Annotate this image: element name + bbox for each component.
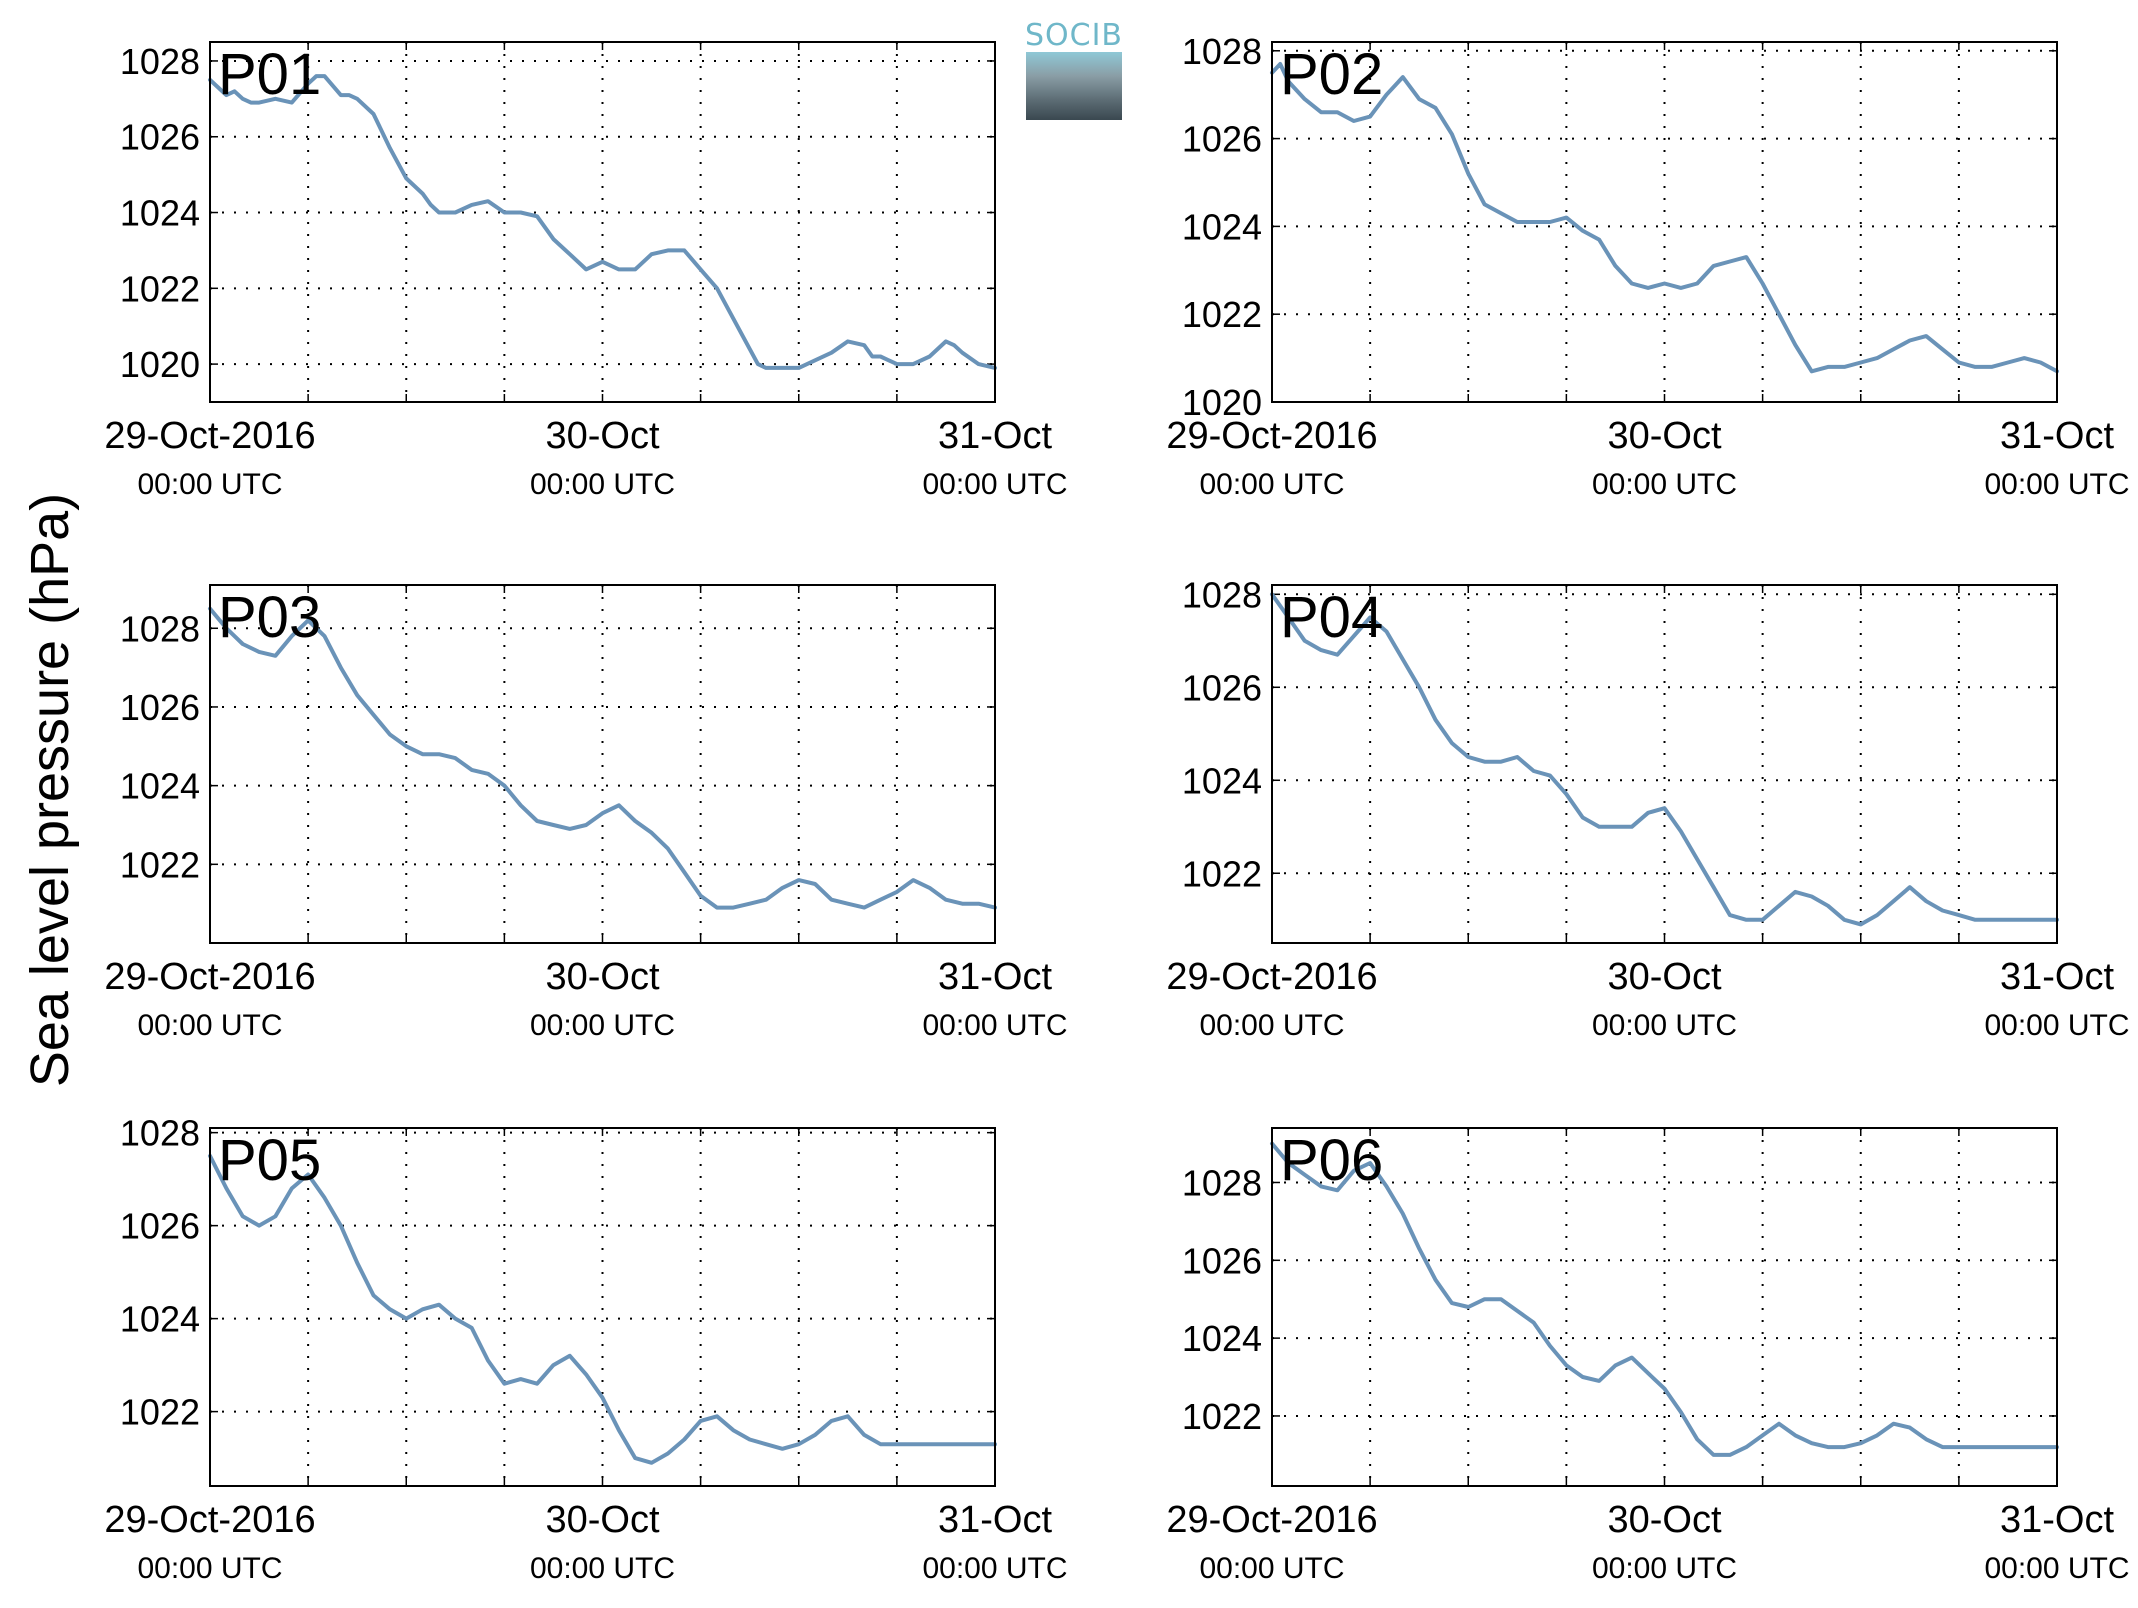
x-tick-label: 31-Oct: [938, 956, 1052, 998]
x-tick-label: 30-Oct: [1607, 415, 1721, 457]
x-tick-label: 29-Oct-2016: [104, 956, 315, 998]
y-tick-label: 1028: [120, 41, 200, 82]
plot-frame: [209, 584, 996, 944]
x-tick-sublabel: 00:00 UTC: [922, 1552, 1067, 1585]
y-tick-label: 1026: [120, 117, 200, 158]
y-tick-label: 1026: [120, 1206, 200, 1247]
x-tick-label: 29-Oct-2016: [1166, 415, 1377, 457]
y-tick-label: 1028: [1182, 574, 1262, 615]
y-tick-label: 1026: [1182, 1240, 1262, 1281]
x-tick-label: 30-Oct: [545, 1499, 659, 1541]
y-tick-label: 1022: [1182, 294, 1262, 335]
socib-logo: SOCIB: [1022, 18, 1126, 122]
logo-text: SOCIB: [1024, 18, 1124, 53]
plot-frame: [1271, 1127, 2058, 1487]
x-tick-sublabel: 00:00 UTC: [1592, 1552, 1737, 1585]
y-tick-label: 1028: [120, 1113, 200, 1154]
series-line: [1270, 62, 2059, 374]
panel-label: P03: [218, 585, 321, 650]
x-tick-sublabel: 00:00 UTC: [1199, 1009, 1344, 1042]
logo-graphic: [1026, 52, 1122, 120]
x-tick-sublabel: 00:00 UTC: [1199, 468, 1344, 501]
x-tick-sublabel: 00:00 UTC: [1592, 468, 1737, 501]
y-tick-label: 1024: [120, 766, 200, 807]
y-tick-label: 1024: [120, 1299, 200, 1340]
panel-label: P06: [1280, 1128, 1383, 1193]
x-tick-label: 29-Oct-2016: [1166, 956, 1377, 998]
y-tick-label: 1028: [1182, 1162, 1262, 1203]
y-tick-label: 1022: [1182, 1396, 1262, 1437]
y-tick-label: 1026: [120, 687, 200, 728]
plot-frame: [209, 41, 996, 403]
x-tick-sublabel: 00:00 UTC: [530, 1552, 675, 1585]
x-tick-label: 31-Oct: [2000, 1499, 2114, 1541]
series-line: [208, 74, 997, 370]
y-tick-label: 1022: [120, 844, 200, 885]
x-tick-label: 30-Oct: [1607, 956, 1721, 998]
panel-label: P02: [1280, 42, 1383, 107]
y-tick-label: 1024: [1182, 1318, 1262, 1359]
y-tick-label: 1022: [120, 268, 200, 309]
x-tick-label: 29-Oct-2016: [104, 415, 315, 457]
y-tick-label: 1026: [1182, 667, 1262, 708]
y-tick-label: 1022: [1182, 853, 1262, 894]
x-tick-label: 30-Oct: [1607, 1499, 1721, 1541]
y-tick-label: 1024: [1182, 206, 1262, 247]
plot-frame: [1271, 584, 2058, 944]
x-tick-sublabel: 00:00 UTC: [922, 468, 1067, 501]
x-tick-sublabel: 00:00 UTC: [137, 1552, 282, 1585]
x-tick-sublabel: 00:00 UTC: [922, 1009, 1067, 1042]
y-tick-label: 1026: [1182, 119, 1262, 160]
plot-frame: [209, 1127, 996, 1487]
panel-label: P01: [218, 42, 321, 107]
x-tick-sublabel: 00:00 UTC: [137, 468, 282, 501]
y-tick-label: 1028: [120, 608, 200, 649]
x-tick-sublabel: 00:00 UTC: [1984, 1009, 2129, 1042]
y-tick-label: 1022: [120, 1392, 200, 1433]
x-tick-label: 30-Oct: [545, 415, 659, 457]
series-line: [1270, 592, 2059, 927]
y-tick-label: 1028: [1182, 31, 1262, 72]
y-tick-label: 1020: [1182, 382, 1262, 423]
panel-label: P04: [1280, 585, 1383, 650]
series-line: [208, 606, 997, 910]
series-line: [1270, 1141, 2059, 1457]
y-tick-label: 1020: [120, 344, 200, 385]
y-tick-label: 1024: [120, 193, 200, 234]
x-tick-label: 31-Oct: [2000, 956, 2114, 998]
x-tick-label: 31-Oct: [938, 1499, 1052, 1541]
x-tick-sublabel: 00:00 UTC: [530, 1009, 675, 1042]
x-tick-label: 31-Oct: [938, 415, 1052, 457]
y-tick-label: 1024: [1182, 760, 1262, 801]
x-tick-sublabel: 00:00 UTC: [1984, 1552, 2129, 1585]
x-tick-sublabel: 00:00 UTC: [1984, 468, 2129, 501]
x-tick-label: 29-Oct-2016: [104, 1499, 315, 1541]
x-tick-sublabel: 00:00 UTC: [1592, 1009, 1737, 1042]
x-tick-sublabel: 00:00 UTC: [530, 468, 675, 501]
plot-frame: [1271, 41, 2058, 403]
x-tick-label: 31-Oct: [2000, 415, 2114, 457]
x-tick-sublabel: 00:00 UTC: [137, 1009, 282, 1042]
x-tick-label: 29-Oct-2016: [1166, 1499, 1377, 1541]
x-tick-sublabel: 00:00 UTC: [1199, 1552, 1344, 1585]
series-line: [208, 1153, 997, 1465]
x-tick-label: 30-Oct: [545, 956, 659, 998]
panel-label: P05: [218, 1128, 321, 1193]
